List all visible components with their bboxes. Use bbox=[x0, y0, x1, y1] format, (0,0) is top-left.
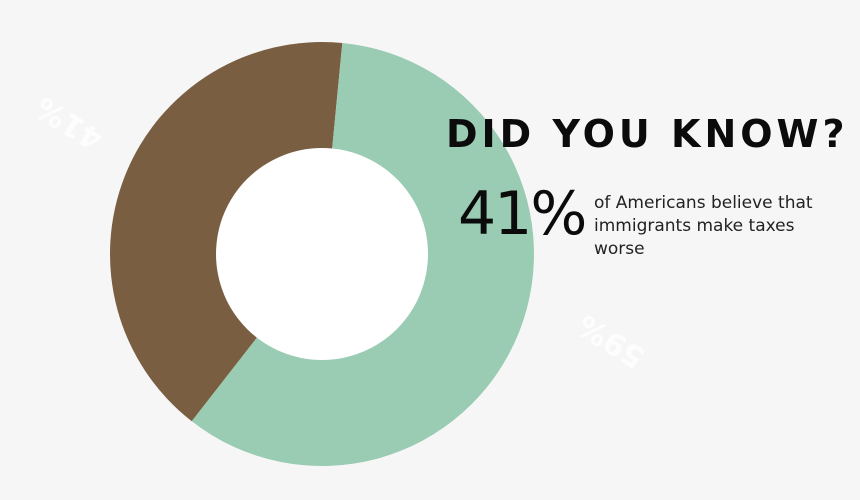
slice-label-41: 41% bbox=[30, 89, 109, 157]
stat-description: of Americans believe that immigrants mak… bbox=[594, 193, 813, 259]
slice-label-59: 59% bbox=[572, 307, 651, 375]
donut-hole bbox=[216, 148, 428, 360]
did-you-know-heading: DID YOU KNOW? bbox=[446, 112, 849, 156]
stat-percentage: 41% bbox=[458, 179, 587, 249]
